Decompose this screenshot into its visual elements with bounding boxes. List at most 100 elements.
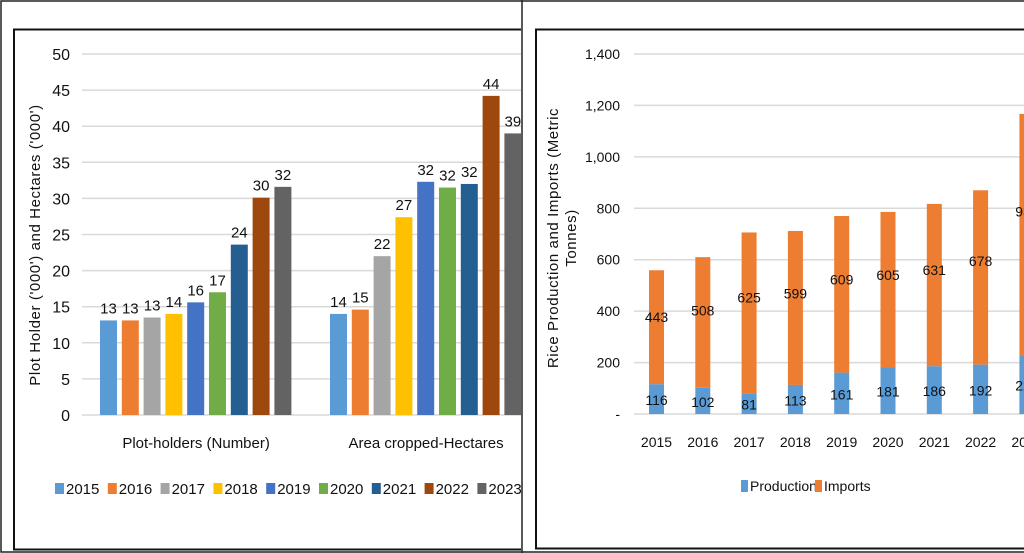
data-label: 27 <box>396 197 413 214</box>
legend-swatch-2017 <box>160 483 170 494</box>
bar-2016-1 <box>351 309 369 415</box>
bar-Imports-2019 <box>834 216 850 373</box>
data-label: 609 <box>830 272 854 288</box>
legend-label: Production <box>750 478 817 494</box>
legend-label: 2015 <box>66 481 99 498</box>
bar-Imports-2023 <box>1019 113 1024 356</box>
data-label: 229 <box>1015 378 1024 394</box>
right-chart: - 200 400 600 800 1,000 1,200 1,400 Rice Product… <box>521 0 1024 553</box>
data-label: 14 <box>330 294 347 311</box>
data-label: 39 <box>505 113 521 130</box>
legend-label: Imports <box>824 478 871 494</box>
legend-swatch-2015 <box>55 483 64 494</box>
legend-label: 2017 <box>172 481 205 498</box>
x-tick-label: 2017 <box>734 434 765 450</box>
data-label: 161 <box>830 386 854 402</box>
bar-Imports-2020 <box>880 211 896 368</box>
x-tick-label: 2019 <box>826 434 857 450</box>
outer-border <box>0 0 521 553</box>
y-tick-label: 50 <box>52 47 70 64</box>
legend-swatch-2022 <box>424 483 434 494</box>
bar-2019-0 <box>187 302 205 415</box>
bar-Imports-2021 <box>926 203 942 367</box>
bar-2017-0 <box>143 317 161 415</box>
bar-Production-2015 <box>649 384 664 414</box>
x-tick-label: 2018 <box>780 434 811 450</box>
bar-Imports-2017 <box>741 232 757 394</box>
legend-label: 2023 <box>488 481 521 498</box>
x-tick-label: 2020 <box>872 434 903 450</box>
data-label: 17 <box>209 272 226 289</box>
chart-frame <box>535 28 1024 550</box>
legend-label: 2018 <box>224 481 257 498</box>
y-tick-label: 15 <box>52 300 70 317</box>
data-label: 14 <box>166 294 183 311</box>
bar-2018-1 <box>395 217 413 415</box>
legend-swatch-2018 <box>213 483 223 494</box>
legend-label: 2016 <box>119 481 152 498</box>
data-label: 44 <box>483 76 500 93</box>
bar-2022-1 <box>482 95 500 415</box>
y-tick-label: 1,000 <box>585 149 620 165</box>
legend-swatch-2021 <box>371 483 381 494</box>
x-tick-label: 2022 <box>965 434 996 450</box>
x-tick-label: 2021 <box>919 434 950 450</box>
legend-swatch-2019 <box>266 483 276 494</box>
bar-Imports-2022 <box>973 190 989 365</box>
y-tick-label: 5 <box>61 372 70 389</box>
bar-Production-2021 <box>926 366 942 414</box>
y-axis-title: Plot Holder ('000') and Hectares ('000') <box>27 104 44 385</box>
bar-2023-0 <box>274 186 292 415</box>
bar-2016-0 <box>121 320 139 415</box>
data-label: 32 <box>417 162 434 179</box>
data-label: 186 <box>923 383 947 399</box>
data-label: 15 <box>352 290 369 307</box>
data-label: 24 <box>231 225 248 242</box>
bar-Production-2023 <box>1019 355 1024 414</box>
data-label: 443 <box>645 309 669 325</box>
legend-swatch-imports <box>815 480 822 492</box>
y-tick-label: 1,400 <box>585 46 620 62</box>
bar-2018-0 <box>165 313 183 415</box>
y-tick-label: 20 <box>52 264 70 281</box>
legend-swatch-2023 <box>477 483 487 494</box>
y-axis-title-line1: Rice Production and Imports (Metric <box>545 108 562 368</box>
data-label: 32 <box>275 167 292 184</box>
legend-label: 2021 <box>383 481 416 498</box>
bar-Imports-2016 <box>695 257 711 388</box>
y-tick-label: 40 <box>52 119 70 136</box>
bar-Imports-2015 <box>649 270 664 385</box>
legend-label: 2020 <box>330 481 363 498</box>
data-label: 81 <box>741 397 757 413</box>
x-tick-label: 2023 <box>1011 434 1024 450</box>
bar-Production-2022 <box>973 364 989 414</box>
left-chart-group: 0 5 10 15 20 25 30 35 40 45 50 Plot Holder ('000') … <box>0 0 521 553</box>
y-tick-label: 200 <box>597 355 621 371</box>
x-tick-label: 2016 <box>687 434 718 450</box>
data-label: 32 <box>439 168 456 185</box>
bar-2015-0 <box>100 320 117 415</box>
bar-2021-1 <box>460 183 478 415</box>
chart-frame <box>13 28 521 551</box>
bar-Production-2019 <box>834 372 850 414</box>
category-label: Plot-holders (Number) <box>122 435 270 452</box>
y-tick-label: 0 <box>61 408 70 425</box>
data-label: 508 <box>691 302 715 318</box>
bar-Production-2020 <box>880 367 896 414</box>
bar-2019-1 <box>417 181 435 415</box>
legend-swatch-2020 <box>319 483 328 494</box>
y-tick-label: 45 <box>52 83 70 100</box>
legend-swatch-production <box>741 480 748 492</box>
data-label: 30 <box>253 178 270 195</box>
y-tick-label: 25 <box>52 228 70 245</box>
data-label: 678 <box>969 253 993 269</box>
data-label: 625 <box>737 290 761 306</box>
y-tick-label: - <box>615 406 620 422</box>
bar-2023-1 <box>504 133 521 416</box>
data-label: 181 <box>876 384 900 400</box>
y-tick-label: 600 <box>597 252 621 268</box>
legend-swatch-2016 <box>107 483 117 494</box>
y-tick-label: 400 <box>597 303 621 319</box>
data-label: 102 <box>691 394 715 410</box>
